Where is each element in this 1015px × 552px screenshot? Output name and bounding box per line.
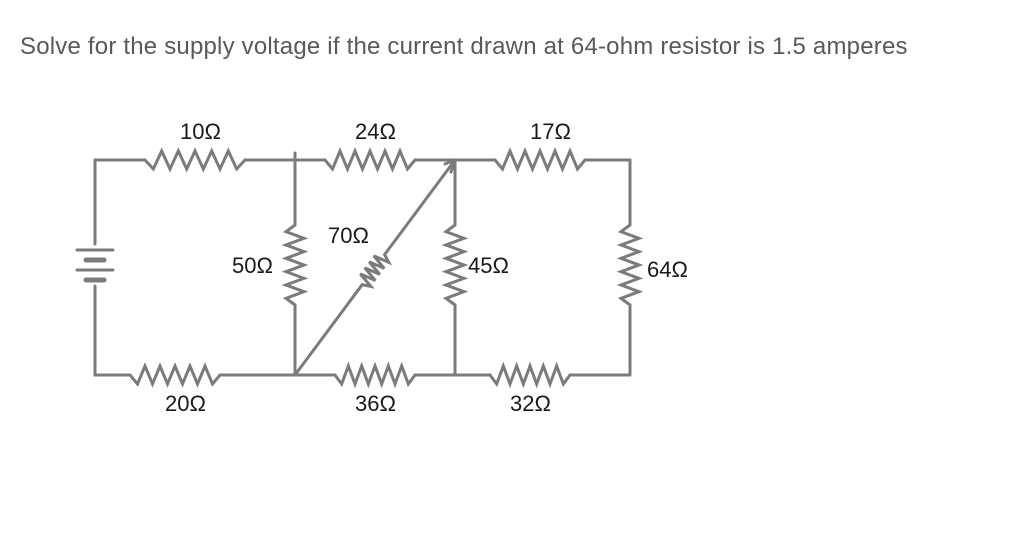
- resistor-label-r70: 70Ω: [328, 223, 369, 249]
- circuit-svg: [70, 105, 720, 435]
- question-text: Solve for the supply voltage if the curr…: [20, 28, 995, 65]
- circuit-diagram: 10Ω 24Ω 17Ω 50Ω 45Ω 64Ω 70Ω 20Ω 36Ω 32Ω: [70, 105, 720, 435]
- resistor-label-r32: 32Ω: [510, 391, 551, 417]
- resistor-label-r24: 24Ω: [355, 119, 396, 145]
- resistor-label-r20: 20Ω: [165, 391, 206, 417]
- resistor-label-r64: 64Ω: [647, 257, 688, 283]
- resistor-label-r45: 45Ω: [468, 253, 509, 279]
- resistor-label-r50: 50Ω: [232, 253, 273, 279]
- resistor-label-r36: 36Ω: [355, 391, 396, 417]
- resistor-label-r10: 10Ω: [180, 119, 221, 145]
- resistor-label-r17: 17Ω: [530, 119, 571, 145]
